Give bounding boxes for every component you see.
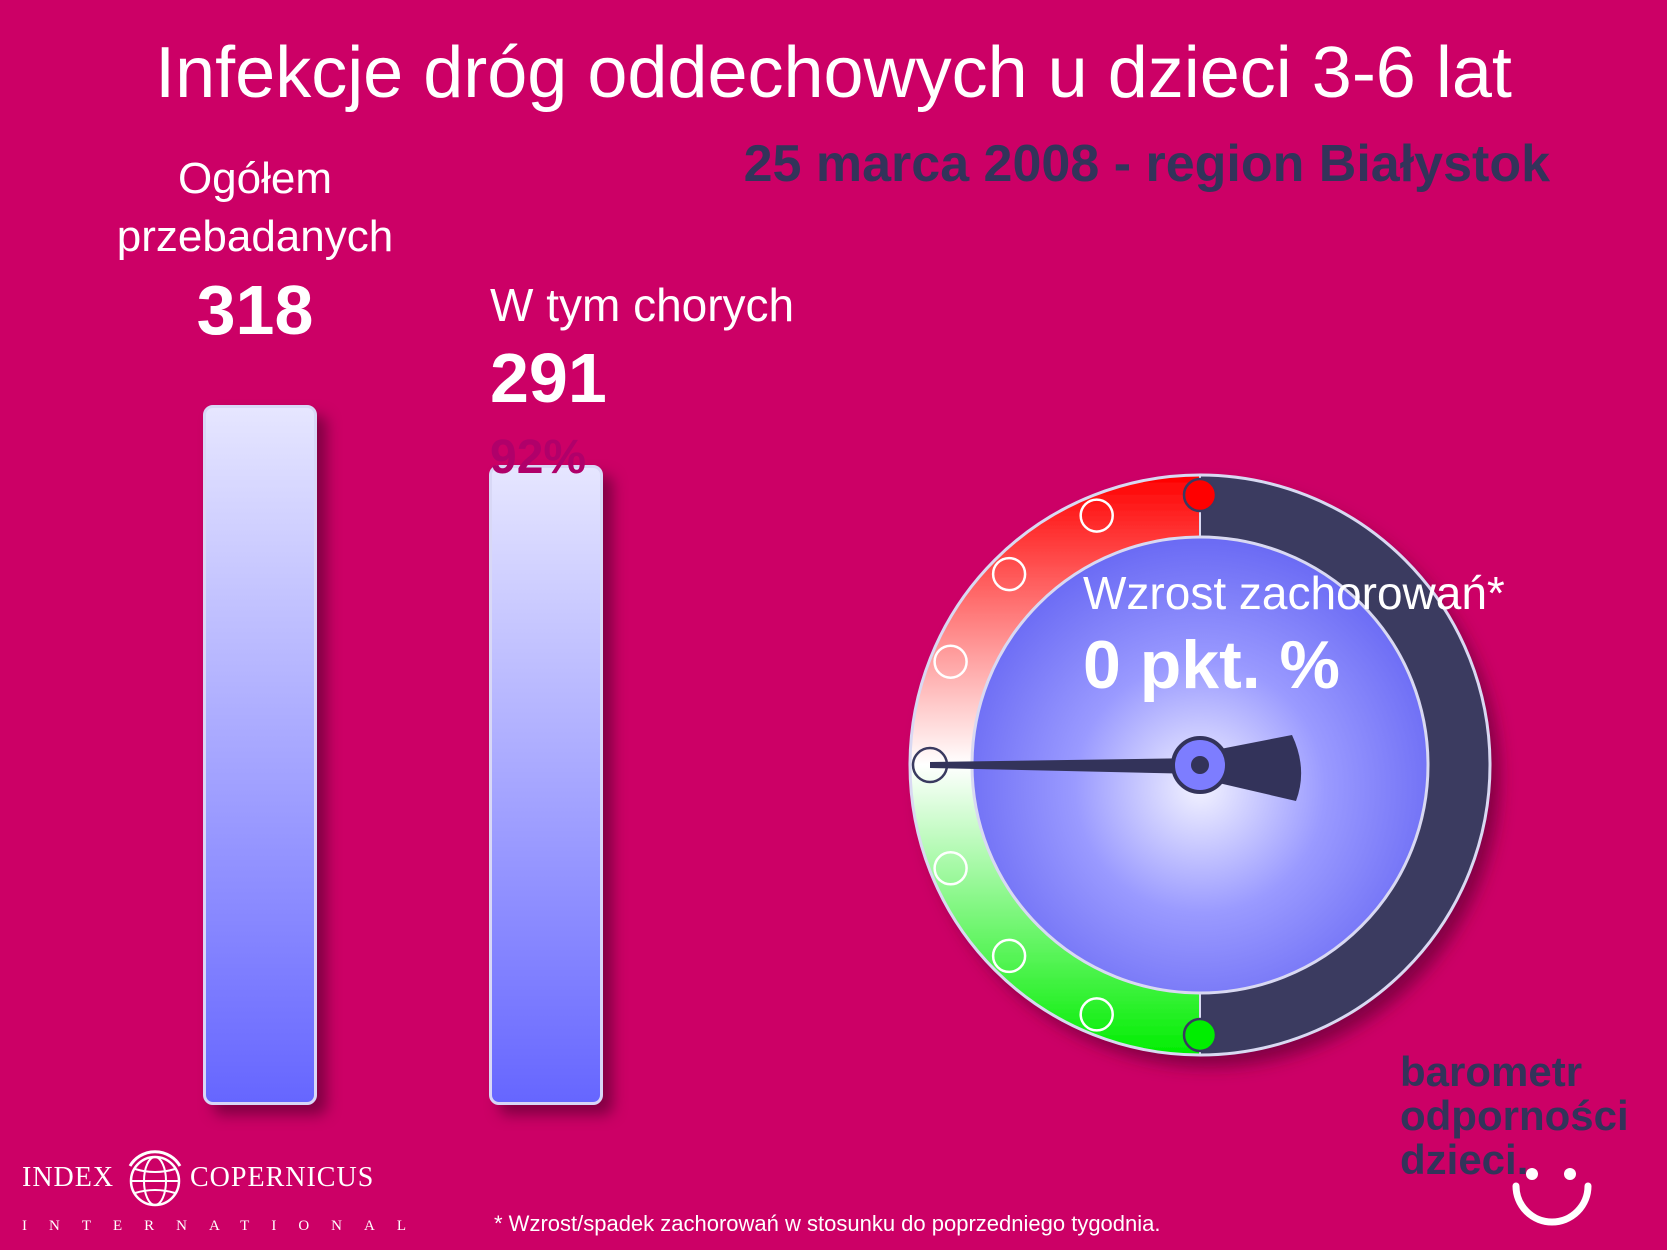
bar-total (203, 405, 317, 1105)
barometr-logo: barometr odporności dzieci. (1400, 1050, 1665, 1250)
logo-copernicus-text: COPERNICUS (190, 1162, 375, 1193)
bar-sick (489, 464, 603, 1105)
gauge-tick (933, 851, 968, 886)
gauge-ticks (911, 477, 1218, 1053)
sick-percent: 92% (490, 431, 587, 484)
barometr-line-1: barometr (1400, 1048, 1583, 1095)
gauge-needle (930, 735, 1302, 801)
barometr-line-2: odporności (1400, 1092, 1629, 1139)
needle-tail (1210, 735, 1302, 801)
logo-index-text: INDEX (22, 1162, 115, 1193)
gauge (908, 473, 1492, 1057)
gauge-tick (991, 938, 1027, 974)
gauge-tick (933, 644, 968, 679)
gauge-tick (1079, 997, 1114, 1032)
chart-title: Infekcje dróg oddechowych u dzieci 3-6 l… (155, 33, 1512, 113)
gauge-tick (991, 556, 1027, 592)
sick-label: W tym chorych (490, 279, 795, 331)
gauge-tick (1079, 498, 1114, 533)
gauge-label: Wzrost zachorowań* (1083, 567, 1505, 619)
sick-value: 291 (490, 339, 607, 417)
smiley-icon (1512, 1168, 1592, 1226)
globe-icon (128, 1150, 182, 1207)
gauge-text: Wzrost zachorowań* 0 pkt. % (1083, 566, 1505, 704)
needle-hub-center (1191, 756, 1209, 774)
index-copernicus-logo: INDEX COPERNICUS INTERNATIONAL (22, 1148, 428, 1248)
logo-international-text: INTERNATIONAL (22, 1218, 428, 1234)
total-value: 318 (196, 271, 314, 349)
gauge-tick (1182, 1017, 1218, 1053)
total-label: Ogółem przebadanych (116, 154, 394, 261)
needle-pointer (930, 758, 1200, 774)
chart-subtitle: 25 marca 2008 - region Białystok (743, 135, 1550, 193)
barometr-line-3: dzieci. (1400, 1136, 1529, 1183)
gauge-tick (1182, 477, 1218, 513)
gauge-value: 0 pkt. % (1083, 627, 1340, 703)
footnote: * Wzrost/spadek zachorowań w stosunku do… (494, 1211, 1161, 1236)
